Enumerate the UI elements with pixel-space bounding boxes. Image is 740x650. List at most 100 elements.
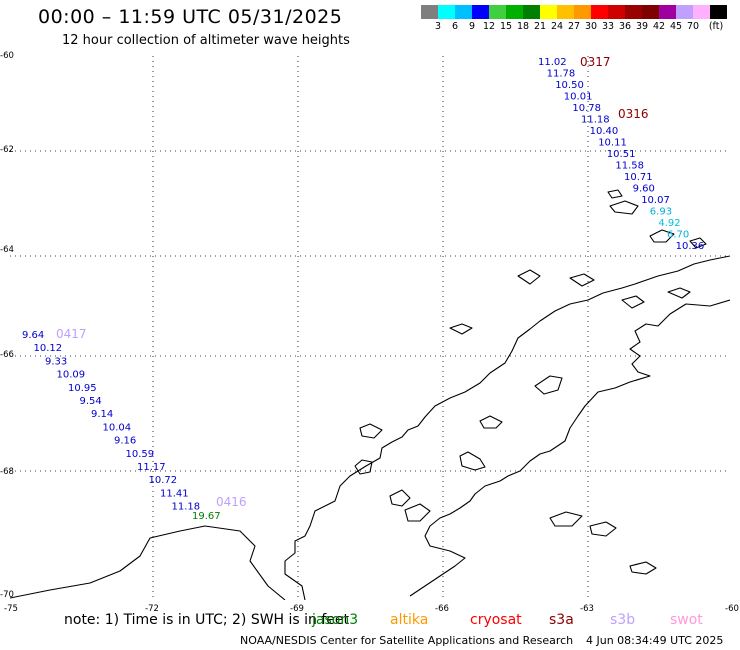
latitude-tick: -68 <box>0 467 14 477</box>
legend-swatch <box>523 5 540 19</box>
map-subtitle: 12 hour collection of altimeter wave hei… <box>62 33 350 48</box>
legend-swatch <box>625 5 642 19</box>
track-value-label: 9.14 <box>91 409 113 420</box>
island-6 <box>569 273 595 287</box>
track-value-label: 11.58 <box>615 161 644 172</box>
legend-label: 15 <box>499 21 513 32</box>
track-value-label: 4.92 <box>658 218 680 229</box>
track-value-label: 6.70 <box>667 230 689 241</box>
legend-swatch <box>659 5 676 19</box>
peninsula-coastline <box>10 255 730 600</box>
track-value-label: 11.17 <box>137 462 166 473</box>
coast-detail-9 <box>589 521 617 537</box>
legend-swatch <box>506 5 523 19</box>
track-id-label: 0416 <box>216 495 247 509</box>
island-2 <box>607 189 623 199</box>
legend-swatch <box>693 5 710 19</box>
legend-swatch <box>472 5 489 19</box>
track-value-label: 10.71 <box>624 172 653 183</box>
legend-label: 18 <box>516 21 530 32</box>
track-value-label: 11.02 <box>538 57 567 68</box>
legend-label: 30 <box>584 21 598 32</box>
satellite-cryosat-label: cryosat <box>470 612 522 628</box>
island-4 <box>689 237 707 249</box>
latitude-tick: -70 <box>0 590 14 600</box>
legend-label: (ft) <box>708 21 724 32</box>
track-value-label: 10.04 <box>103 422 132 433</box>
island-5 <box>517 269 541 285</box>
legend-label: 42 <box>652 21 666 32</box>
satellite-altika-label: altika <box>390 612 429 628</box>
legend-label: 21 <box>533 21 547 32</box>
longitude-tick: -66 <box>435 604 449 614</box>
satellite-jason3-label: jason3 <box>312 612 359 628</box>
legend-swatch <box>574 5 591 19</box>
coast-detail-4 <box>404 503 431 522</box>
antarctic-coastline <box>10 189 730 600</box>
track-value-label: 11.18 <box>172 502 201 513</box>
island-8 <box>667 287 691 299</box>
track-value-label: 10.11 <box>598 138 627 149</box>
island-3 <box>649 229 675 243</box>
satellite-s3b-label: s3b <box>610 612 636 628</box>
track-value-label: 11.18 <box>581 115 610 126</box>
track-value-label: 9.33 <box>45 356 67 367</box>
coast-detail-3 <box>534 375 563 395</box>
track-value-label: 10.50 <box>555 80 584 91</box>
legend-swatch <box>608 5 625 19</box>
track-value-label: 11.41 <box>160 488 189 499</box>
satellite-s3a-label: s3a <box>549 612 574 628</box>
map-area: 11.02 11.78 10.50 10.01 10.78 11.18 10.40 10.11… <box>10 56 730 600</box>
longitude-tick: -75 <box>4 604 18 614</box>
footer-credit: NOAA/NESDIS Center for Satellite Applica… <box>240 634 574 647</box>
track-id-label: 0417 <box>56 327 87 341</box>
track-id-label: 0316 <box>618 107 649 121</box>
latitude-tick: -66 <box>0 350 14 360</box>
latitude-tick: -64 <box>0 245 14 255</box>
legend-label: 33 <box>601 21 615 32</box>
color-legend <box>421 5 727 19</box>
legend-swatch <box>642 5 659 19</box>
track-value-label: 10.01 <box>564 92 593 103</box>
coast-detail-2 <box>479 415 503 429</box>
legend-label: 12 <box>482 21 496 32</box>
legend-swatch <box>676 5 693 19</box>
legend-label: 45 <box>669 21 683 32</box>
wave-height-tracks: 11.0211.7810.5010.0110.7811.1810.4010.11… <box>22 56 704 522</box>
legend-label: 27 <box>567 21 581 32</box>
longitude-tick: -69 <box>290 604 304 614</box>
track-value-label: 10.51 <box>607 149 636 160</box>
coast-detail-8 <box>549 511 583 527</box>
legend-label: 24 <box>550 21 564 32</box>
track-value-label: 10.95 <box>68 383 97 394</box>
track-value-label: 10.12 <box>34 343 63 354</box>
track-value-label: 19.67 <box>192 511 221 522</box>
legend-swatch <box>421 5 438 19</box>
track-id-label: 0317 <box>580 56 611 69</box>
track-value-label: 10.78 <box>572 103 601 114</box>
graticule <box>10 56 730 600</box>
legend-swatch <box>540 5 557 19</box>
map-canvas: 11.0211.7810.5010.0110.7811.1810.4010.11… <box>10 56 730 600</box>
legend-label: 70 <box>686 21 700 32</box>
track-value-label: 10.72 <box>149 475 178 486</box>
legend-label: 36 <box>618 21 632 32</box>
coast-detail-7 <box>389 489 411 507</box>
legend-label: 6 <box>451 21 459 32</box>
legend-swatch <box>591 5 608 19</box>
legend-swatch <box>489 5 506 19</box>
legend-label: 39 <box>635 21 649 32</box>
track-value-label: 10.40 <box>590 126 619 137</box>
note-text: note: 1) Time is in UTC; 2) SWH is in fe… <box>64 612 350 628</box>
track-value-label: 9.16 <box>114 436 136 447</box>
footer-generated-time: 4 Jun 08:34:49 UTC 2025 <box>586 634 724 647</box>
coast-detail-6 <box>354 459 373 475</box>
track-value-label: 10.07 <box>641 195 670 206</box>
map-title: 00:00 – 11:59 UTC 05/31/2025 <box>38 6 343 28</box>
coast-detail-10 <box>629 561 657 575</box>
legend-swatch <box>455 5 472 19</box>
satellite-swot-label: swot <box>670 612 703 628</box>
track-value-label: 11.78 <box>547 69 576 80</box>
legend-swatch <box>557 5 574 19</box>
longitude-tick: -72 <box>145 604 159 614</box>
